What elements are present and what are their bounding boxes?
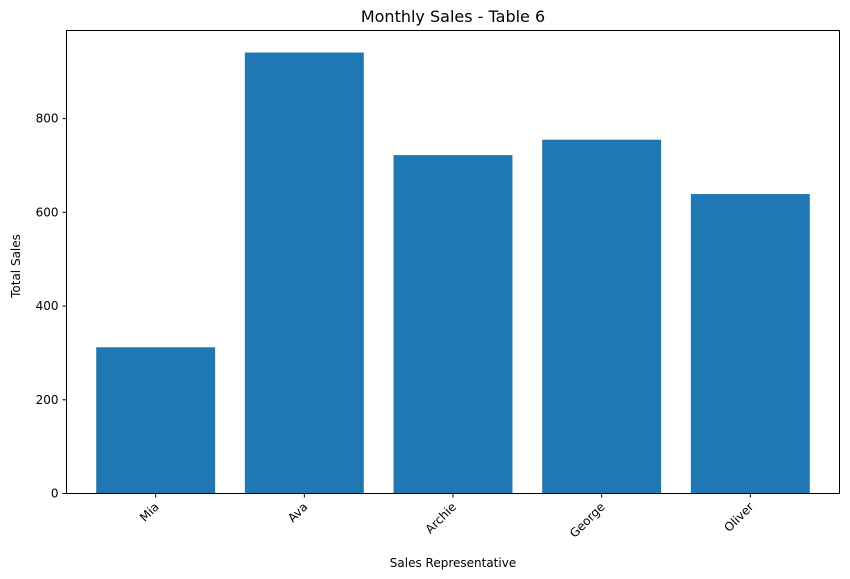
bar-ava — [244, 52, 364, 494]
bar-archie — [393, 155, 513, 494]
x-tick-label-oliver: Oliver — [721, 500, 756, 535]
plot-frame — [66, 30, 840, 494]
y-tick-label: 600 — [36, 205, 59, 219]
bar-george — [542, 139, 662, 494]
x-tick-label-mia: Mia — [137, 500, 162, 525]
y-tick-label: 200 — [36, 393, 59, 407]
y-tick-label: 800 — [36, 112, 59, 126]
x-axis-ticks: Mia Ava Archie George Oliver — [137, 493, 756, 541]
y-tick-label: 400 — [36, 299, 59, 313]
chart-title: Monthly Sales - Table 6 — [361, 7, 545, 26]
y-axis-label: Total Sales — [9, 234, 23, 299]
bars-group — [96, 52, 810, 494]
x-tick-label-george: George — [567, 500, 608, 541]
x-tick-label-archie: Archie — [422, 500, 459, 537]
x-tick-label-ava: Ava — [285, 500, 310, 525]
x-axis-label: Sales Representative — [390, 556, 516, 570]
bar-mia — [96, 347, 216, 494]
y-axis-ticks: 0 200 400 600 800 — [36, 112, 67, 501]
y-tick-label: 0 — [51, 487, 59, 501]
bar-oliver — [690, 194, 810, 494]
